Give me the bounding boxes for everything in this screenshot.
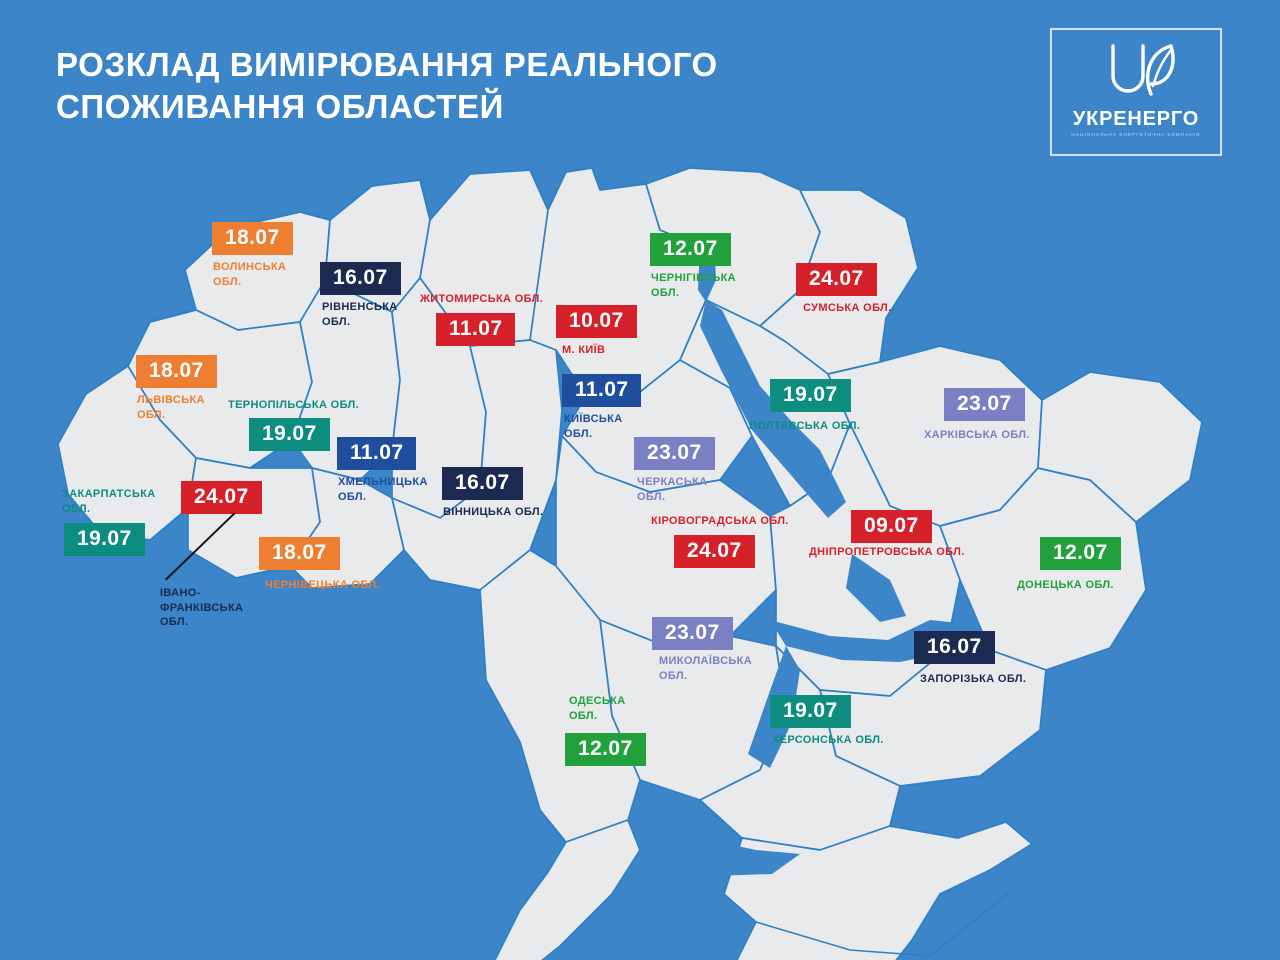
region-odesa — [479, 549, 641, 843]
label-odesa: Одеська обл. — [569, 695, 626, 722]
label-kyiv-city: м. Київ — [562, 344, 606, 356]
label-chernivtsi: Чернівецька обл. — [265, 579, 380, 591]
badge-kyiv-oblast[interactable]: 11.07 — [562, 374, 642, 408]
region-kirovohrad — [555, 435, 777, 645]
badge-zakarpattia[interactable]: 19.07 — [64, 523, 145, 557]
crimea-detail — [755, 891, 1011, 957]
badge-donetsk[interactable]: 12.07 — [1040, 537, 1121, 571]
badge-khmelnytskyi[interactable]: 11.07 — [337, 437, 417, 471]
badge-cherkasy[interactable]: 23.07 — [634, 437, 715, 471]
label-khmelnytskyi: Хмельницька обл. — [338, 476, 428, 503]
region-odesa-coast — [494, 819, 641, 960]
badge-vinnytsia[interactable]: 16.07 — [442, 467, 523, 501]
label-kharkiv: Харківська обл. — [924, 429, 1030, 441]
badge-ivano-frankivsk[interactable]: 24.07 — [181, 481, 262, 515]
badge-dnipropetrovsk[interactable]: 09.07 — [851, 510, 932, 544]
page-title: Розклад вимірювання реального споживання… — [56, 46, 718, 126]
badge-chernivtsi[interactable]: 18.07 — [259, 537, 340, 571]
badge-mykolaiv[interactable]: 23.07 — [652, 617, 733, 651]
label-volyn: Волинська обл. — [213, 261, 287, 288]
badge-rivne[interactable]: 16.07 — [320, 262, 401, 296]
badge-volyn[interactable]: 18.07 — [212, 222, 293, 256]
ukrenergo-leaf-icon — [1093, 42, 1179, 100]
badge-kyiv-city[interactable]: 10.07 — [556, 305, 637, 339]
ukrenergo-logo: УКРЕНЕРГО національна енергетична компан… — [1050, 28, 1222, 156]
label-kyiv-oblast: Київська обл. — [564, 413, 623, 440]
label-rivne: Рівненська обл. — [322, 301, 398, 328]
label-kherson: Херсонська обл. — [772, 734, 884, 746]
label-zaporizhzhia: Запорізька обл. — [920, 673, 1027, 685]
badge-zaporizhzhia[interactable]: 16.07 — [914, 631, 995, 665]
label-mykolaiv: Миколаївська обл. — [659, 655, 752, 682]
label-chernihiv: Чернігівська обл. — [651, 272, 736, 299]
label-lviv: Львівська обл. — [137, 394, 205, 421]
badge-zhytomyr[interactable]: 11.07 — [436, 313, 516, 347]
badge-odesa[interactable]: 12.07 — [565, 733, 646, 767]
badge-ternopil[interactable]: 19.07 — [249, 418, 330, 452]
region-luhansk — [1037, 371, 1203, 523]
badge-kirovohrad[interactable]: 24.07 — [674, 535, 755, 569]
badge-poltava[interactable]: 19.07 — [770, 379, 851, 413]
label-sumy: Сумська обл. — [803, 302, 892, 314]
label-dnipropetrovsk: Дніпропетровська обл. — [809, 546, 965, 558]
badge-lviv[interactable]: 18.07 — [136, 355, 217, 389]
region-crimea — [723, 821, 1033, 960]
label-cherkasy: Черкаська обл. — [637, 476, 708, 503]
badge-sumy[interactable]: 24.07 — [796, 263, 877, 297]
label-zhytomyr: Житомирська обл. — [420, 293, 544, 305]
badge-chernihiv[interactable]: 12.07 — [650, 233, 731, 267]
logo-wordmark: УКРЕНЕРГО — [1072, 108, 1200, 130]
label-ternopil: Тернопільська обл. — [228, 399, 360, 411]
label-poltava: Полтавська обл. — [749, 420, 861, 432]
label-ivano-frankivsk: Івано- Франківська обл. — [160, 587, 244, 629]
logo-tagline: національна енергетична компанія — [1071, 132, 1201, 137]
label-vinnytsia: Вінницька обл. — [443, 506, 544, 518]
badge-kherson[interactable]: 19.07 — [770, 695, 851, 729]
label-zakarpattia: Закарпатська обл. — [62, 488, 156, 515]
badge-kharkiv[interactable]: 23.07 — [944, 388, 1025, 422]
label-kirovohrad: Кіровоградська обл. — [651, 515, 789, 527]
label-donetsk: Донецька обл. — [1017, 579, 1114, 591]
